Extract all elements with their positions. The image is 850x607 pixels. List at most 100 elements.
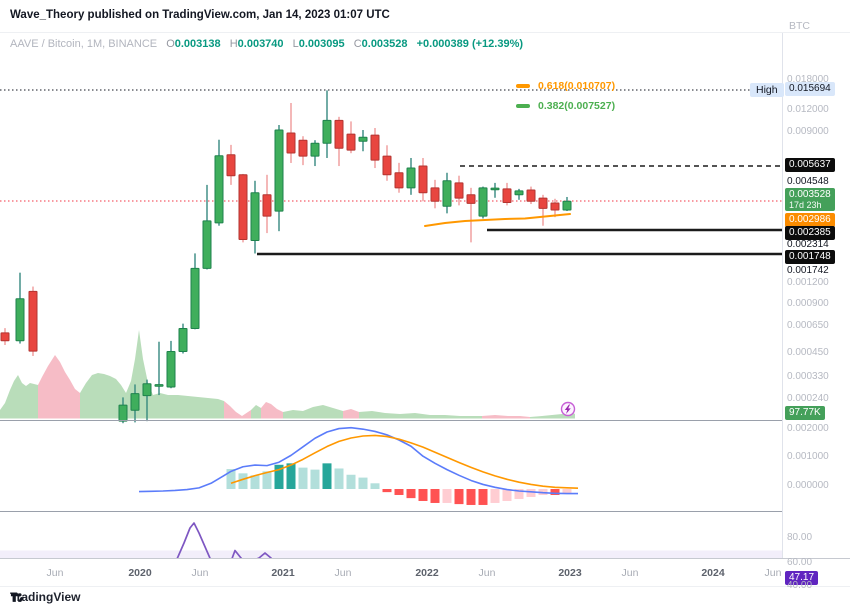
close-value: 0.003528 <box>361 38 408 50</box>
axis-label-black: 0.002385 <box>785 226 835 240</box>
candle-down <box>550 202 560 211</box>
symbol-title[interactable]: AAVE / Bitcoin, 1M, BINANCE <box>10 38 158 50</box>
volume-area-green <box>0 375 38 419</box>
fib-legend-item-382[interactable]: 0.382(0.007527) <box>516 96 615 116</box>
macd-histogram-bar <box>418 489 428 501</box>
price-axis[interactable]: 0.018000 0.015694 0.012000 0.009000 0.005637… <box>782 33 850 591</box>
candle-down <box>418 165 428 194</box>
fib-legend-item-618[interactable]: 0.618(0.010707) <box>516 76 615 96</box>
axis-label-volgreen: 97.77K <box>785 406 825 420</box>
volume-area-green <box>359 411 482 419</box>
symbol-row[interactable]: AAVE / Bitcoin, 1M, BINANCE O0.003138 H0… <box>10 38 523 50</box>
countdown-label: 17d 23h <box>789 200 822 210</box>
tradingview-brand-link[interactable]: TradingView <box>10 590 80 604</box>
time-label-year: 2021 <box>271 567 295 579</box>
candle-up <box>178 327 188 353</box>
axis-label-plain: 0.004548 <box>787 176 829 187</box>
fib-382-swatch <box>516 104 530 108</box>
open-label: O <box>166 38 175 50</box>
time-label-month: Jun <box>46 567 64 579</box>
candle-down <box>538 197 548 209</box>
axis-label-gray: 0.018000 <box>787 74 829 85</box>
high-label: H <box>229 38 238 50</box>
axis-label-black: 0.001748 <box>785 250 835 264</box>
axis-label-orange: 0.002986 <box>785 213 835 227</box>
macd-histogram-bar <box>346 474 356 489</box>
axis-label-gray: 0.000240 <box>787 393 829 404</box>
axis-label-black: 0.005637 <box>785 158 835 172</box>
candle-up <box>490 187 500 191</box>
axis-label-gray: 0.000650 <box>787 320 829 331</box>
candle-up <box>562 200 572 211</box>
close-label: C <box>353 38 362 50</box>
axis-label-gray: 0.000330 <box>787 371 829 382</box>
time-label-month: Jun <box>334 567 352 579</box>
candle-down <box>502 188 512 204</box>
fib-618-swatch <box>516 84 530 88</box>
macd-histogram-bar <box>526 489 536 497</box>
candle-up <box>478 187 488 217</box>
macd-histogram-bar <box>298 467 308 489</box>
axis-label-gray: 0.001200 <box>787 277 829 288</box>
axis-label-plain: 0.002314 <box>787 239 829 250</box>
macd-histogram-bar <box>274 464 284 489</box>
high-value: 0.003740 <box>237 38 284 50</box>
change-value: +0.000389 (+12.39%) <box>416 38 524 50</box>
candle-up <box>202 220 212 269</box>
axis-label-gray: 0.002000 <box>787 423 829 434</box>
time-axis[interactable]: Jun 2020 Jun 2021 Jun 2022 Jun 2023 Jun 2024 Jun <box>0 558 850 587</box>
macd-histogram-bar <box>250 475 260 489</box>
macd-histogram-bar <box>394 489 404 495</box>
volume-area-pink <box>343 409 359 419</box>
candle-down <box>298 139 308 157</box>
candle-down <box>382 155 392 176</box>
axis-label-gray: 0.000000 <box>787 480 829 491</box>
candle-up <box>442 180 452 207</box>
time-label-year: 2020 <box>128 567 152 579</box>
volume-area-pink <box>38 355 80 419</box>
candle-down <box>430 187 440 202</box>
lightning-icon <box>564 404 571 414</box>
macd-signal-line <box>230 434 579 489</box>
macd-histogram-bar <box>358 477 368 489</box>
macd-histogram-bar <box>562 489 572 493</box>
candle-up <box>15 298 25 342</box>
axis-label-gray: 0.009000 <box>787 126 829 137</box>
low-value: 0.003095 <box>298 38 345 50</box>
time-label-year: 2023 <box>558 567 582 579</box>
candle-up <box>166 351 176 388</box>
tradingview-logo-icon <box>10 593 25 602</box>
axis-label-gray: 0.000450 <box>787 347 829 358</box>
footer-bar: TradingView <box>0 586 850 607</box>
time-label-year: 2024 <box>701 567 725 579</box>
candle-up <box>142 383 152 397</box>
candle-down <box>466 194 476 204</box>
macd-histogram-bar <box>550 489 560 495</box>
macd-histogram-bar <box>478 489 488 505</box>
candle-down <box>370 134 380 161</box>
macd-histogram-bar <box>466 489 476 505</box>
axis-label-blue: 0.015694 <box>785 82 835 96</box>
price-chart-canvas[interactable] <box>0 33 782 558</box>
volume-area-pink <box>261 402 283 419</box>
candle-up <box>406 167 416 189</box>
fib-618-label: 0.618(0.010707) <box>538 80 616 92</box>
macd-histogram-bar <box>238 473 248 489</box>
macd-histogram-bar <box>262 471 272 489</box>
candle-up <box>514 190 524 196</box>
candle-up <box>250 192 260 242</box>
publish-text: Wave_Theory published on TradingView.com… <box>10 9 390 21</box>
axis-label-plain: 0.001742 <box>787 265 829 276</box>
chart-area[interactable]: AAVE / Bitcoin, 1M, BINANCE O0.003138 H0… <box>0 33 850 591</box>
open-value: 0.003138 <box>174 38 221 50</box>
candle-down <box>334 119 344 149</box>
orange-ma[interactable] <box>424 213 571 227</box>
macd-histogram-bar <box>490 489 500 503</box>
axis-label-gray: 0.012000 <box>787 104 829 115</box>
macd-histogram-bar <box>334 468 344 489</box>
macd-histogram-bar <box>502 489 512 501</box>
high-marker-label: High <box>750 83 784 97</box>
axis-currency-label: BTC <box>789 20 810 32</box>
candle-down <box>346 133 356 151</box>
